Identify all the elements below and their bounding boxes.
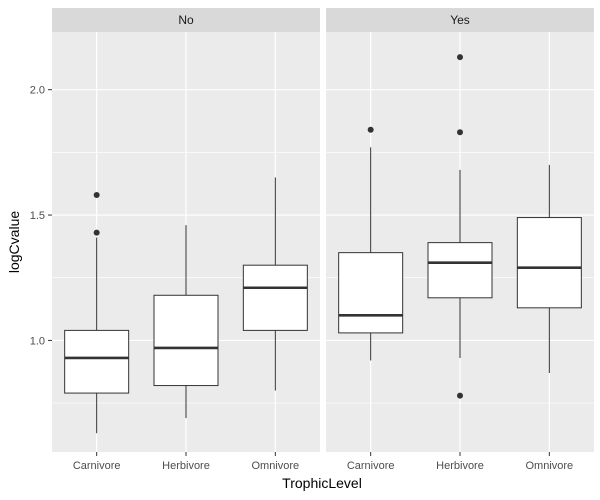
outlier-point xyxy=(93,191,100,198)
facet-strip-label: Yes xyxy=(450,13,470,27)
iqr-box xyxy=(153,294,219,387)
box-herbivore xyxy=(427,54,493,399)
box-carnivore xyxy=(338,126,404,361)
box-carnivore xyxy=(64,191,130,434)
outlier-point xyxy=(93,229,100,236)
box-omnivore xyxy=(516,164,582,374)
y-tick-label: 1.0 xyxy=(30,335,45,347)
x-tick-label: Omnivore xyxy=(251,460,299,472)
panel-yes: Yes Carnivore Herbivore Omnivore xyxy=(326,8,594,472)
x-tick-label: Carnivore xyxy=(73,460,121,472)
x-axis-title: TrophicLevel xyxy=(282,475,362,491)
box-herbivore xyxy=(153,225,219,419)
x-tick-label: Herbivore xyxy=(162,460,210,472)
y-tick-label: 1.5 xyxy=(30,210,45,222)
iqr-box xyxy=(427,242,493,299)
facet-strip xyxy=(326,8,594,32)
x-tick-label: Carnivore xyxy=(347,460,395,472)
outlier-point xyxy=(367,126,374,133)
facet-strip-label: No xyxy=(178,13,194,27)
iqr-box xyxy=(516,217,582,309)
box-omnivore xyxy=(242,177,308,391)
x-tick-label: Herbivore xyxy=(436,460,484,472)
outlier-point xyxy=(457,392,463,399)
y-axis-title: logCvalue xyxy=(6,211,22,273)
panel-no: No Carnivore Herbivore Omnivore xyxy=(52,8,320,472)
facet-strip xyxy=(52,8,320,32)
iqr-box xyxy=(64,329,130,394)
x-tick-label: Omnivore xyxy=(525,460,573,472)
outlier-point xyxy=(457,129,463,136)
y-tick-label: 2.0 xyxy=(30,85,45,97)
outlier-point xyxy=(457,54,463,61)
iqr-box xyxy=(338,252,404,334)
iqr-box xyxy=(242,264,308,331)
